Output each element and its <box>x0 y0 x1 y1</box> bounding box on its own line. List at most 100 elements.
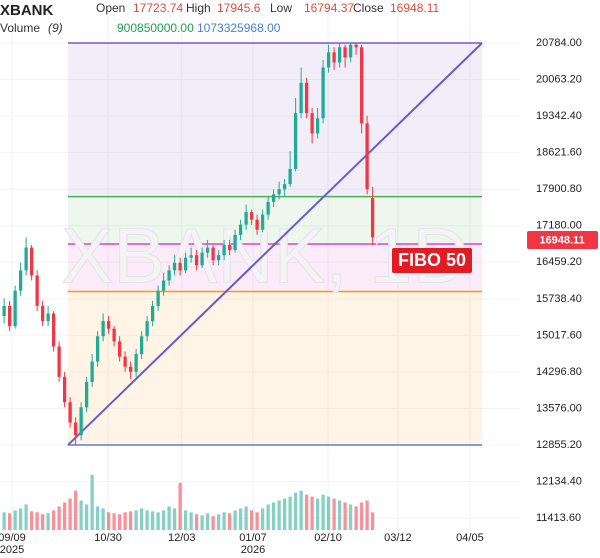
candle-body <box>167 270 171 281</box>
volume-bar <box>95 506 100 530</box>
x-tick-label: 09/09 <box>0 532 26 544</box>
x-tick-label: 01/07 <box>239 532 267 544</box>
candle-body <box>293 113 298 169</box>
y-tick-label: 19342.40 <box>536 110 582 122</box>
candle-body <box>183 257 188 271</box>
candle-body <box>106 321 111 329</box>
volume-bar <box>46 513 50 530</box>
candle-body <box>194 255 199 266</box>
candle-body <box>18 270 23 291</box>
volume-label: Volume <box>0 21 40 35</box>
volume-bar <box>277 500 281 530</box>
volume-bar <box>24 504 28 530</box>
volume-bar <box>304 494 309 530</box>
volume-bar <box>365 500 369 530</box>
candle-body <box>46 313 50 322</box>
y-tick-label: 15017.60 <box>536 329 582 341</box>
candle-body <box>271 194 276 202</box>
volume-bar <box>293 492 298 530</box>
volume-bar <box>282 498 287 530</box>
volume-bar <box>29 511 34 530</box>
volume-bar <box>7 513 12 530</box>
candle-body <box>337 47 342 63</box>
candle-body <box>62 376 67 403</box>
candle-body <box>24 247 28 271</box>
candle-body <box>172 262 177 271</box>
candle-body <box>13 290 17 327</box>
volume-bar <box>123 512 127 530</box>
annotation-box <box>392 248 472 273</box>
x-tick-label: 03/12 <box>384 532 412 544</box>
candle-body <box>29 247 34 276</box>
volume-bar <box>183 510 188 530</box>
watermark: XBANK, 1D <box>61 212 468 300</box>
volume-bar <box>172 508 177 530</box>
candle-body <box>282 184 287 190</box>
volume-ma: 1073325968.00 <box>197 21 281 35</box>
candle-body <box>73 422 78 436</box>
volume-value: 900850000.00 <box>117 21 194 35</box>
volume-bar <box>2 512 6 530</box>
candle-body <box>79 407 83 436</box>
candle-body <box>315 118 320 134</box>
candle-body <box>40 305 45 322</box>
candle-body <box>134 354 138 372</box>
y-tick-label: 16459.20 <box>536 256 582 268</box>
volume-bar <box>73 490 78 530</box>
candle-body <box>200 252 204 266</box>
candle-body <box>277 189 281 195</box>
last-price: 16948.11 <box>539 234 584 246</box>
volume-bar <box>79 500 83 530</box>
candle-body <box>84 381 89 408</box>
y-tick-label: 17900.80 <box>536 183 582 195</box>
volume-bar <box>205 513 210 530</box>
candle-body <box>260 214 265 230</box>
candle-body <box>332 52 336 63</box>
candle-body <box>51 313 56 347</box>
y-tick-label: 13576.00 <box>536 402 582 414</box>
low-value: 16794.37 <box>304 1 354 15</box>
volume-bar <box>266 504 270 530</box>
x-tick-label: 04/05 <box>456 532 484 544</box>
volume-bar <box>189 512 193 530</box>
last-price-tag <box>527 231 598 249</box>
volume-bar <box>194 514 199 530</box>
candle-body <box>299 82 303 114</box>
candle-body <box>156 290 160 306</box>
volume-bar <box>249 510 254 530</box>
volume-bar <box>35 512 39 530</box>
candle-body <box>161 280 166 291</box>
open-label: Open <box>96 1 125 15</box>
volume-bar <box>244 506 248 530</box>
volume-bar <box>211 516 215 530</box>
volume-bar <box>370 512 375 530</box>
candle-body <box>233 234 237 251</box>
trendline <box>67 42 483 446</box>
close-value: 16948.11 <box>390 1 439 15</box>
volume-bar <box>315 498 320 530</box>
volume-bar <box>337 500 342 530</box>
volume-bar <box>260 508 265 530</box>
candle-body <box>112 328 116 342</box>
x-tick-label: 12/03 <box>168 532 196 544</box>
volume-period: (9) <box>48 21 63 35</box>
volume-bar <box>150 511 155 530</box>
volume-bar <box>145 510 149 530</box>
volume-bar <box>51 510 56 530</box>
y-tick-label: 17180.00 <box>536 220 582 232</box>
high-value: 17945.6 <box>217 1 261 15</box>
volume-bar <box>222 512 226 530</box>
candle-body <box>343 47 347 58</box>
volume-bar <box>117 514 122 530</box>
volume-bar <box>40 514 45 530</box>
candle-body <box>310 113 314 134</box>
volume-bar <box>156 512 160 530</box>
candle-body <box>370 198 375 238</box>
volume-bar <box>238 508 243 530</box>
volume-bar <box>178 482 182 530</box>
volume-bar <box>271 502 276 530</box>
y-tick-label: 11413.60 <box>536 512 581 524</box>
candle-body <box>216 255 221 261</box>
candle-body <box>90 361 94 382</box>
